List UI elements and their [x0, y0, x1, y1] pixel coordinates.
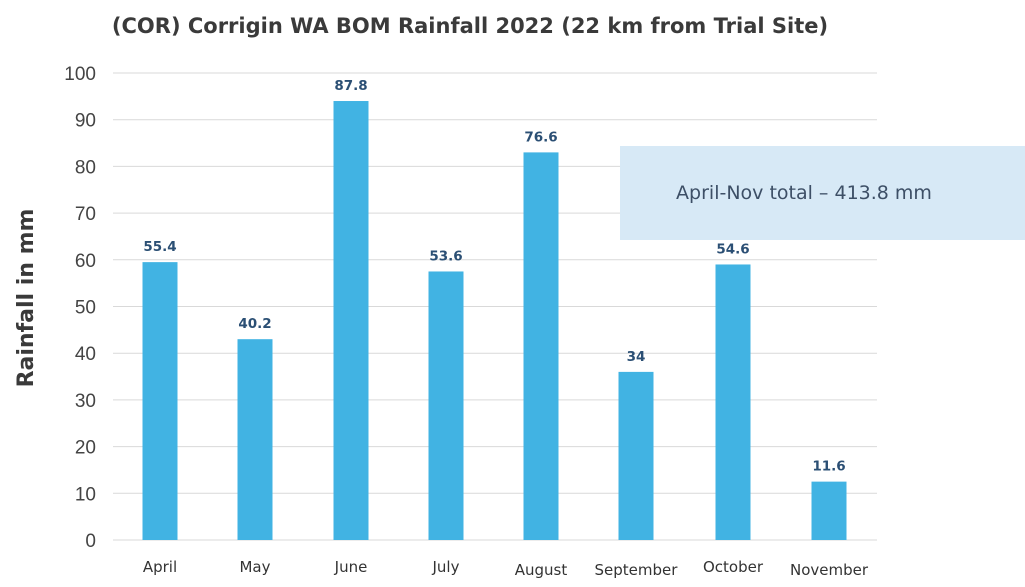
annotation-text: April-Nov total – 413.8 mm: [676, 182, 932, 204]
annotation-background: [620, 146, 1025, 240]
x-tick-label: November: [790, 561, 869, 579]
x-tick-label: April: [143, 558, 177, 576]
data-label: 54.6: [716, 241, 749, 257]
gridlines: [113, 72, 877, 541]
data-labels: 55.4 40.2 87.8 53.6 76.6 34 54.6 11.6: [143, 78, 845, 475]
x-tick-label: May: [239, 558, 270, 576]
chart-title: (COR) Corrigin WA BOM Rainfall 2022 (22 …: [112, 14, 828, 38]
bar: [428, 271, 464, 540]
data-label: 87.8: [334, 78, 367, 94]
bar: [237, 339, 273, 540]
bars: [142, 101, 847, 541]
x-tick-label: September: [595, 561, 679, 579]
x-tick-labels: April May June July August September October No…: [143, 558, 869, 579]
x-tick-label: June: [334, 558, 368, 576]
x-tick-label: July: [432, 558, 460, 576]
bar: [333, 101, 369, 541]
bar: [142, 262, 178, 540]
data-label: 55.4: [143, 239, 176, 255]
y-tick-label: 70: [75, 204, 96, 225]
annotation-box: April-Nov total – 413.8 mm: [620, 146, 1025, 240]
bar: [811, 481, 847, 540]
y-tick-label: 50: [75, 298, 96, 319]
data-label: 34: [627, 349, 646, 365]
bar: [618, 371, 654, 540]
x-tick-label: October: [703, 558, 764, 576]
y-tick-label: 40: [75, 344, 96, 365]
y-tick-label: 100: [64, 64, 96, 85]
y-tick-label: 80: [75, 157, 96, 178]
y-tick-label: 20: [75, 438, 96, 459]
x-tick-label: August: [515, 561, 568, 579]
data-label: 53.6: [429, 248, 462, 264]
bar: [715, 264, 751, 540]
y-axis-label: Rainfall in mm: [14, 209, 39, 388]
data-label: 76.6: [524, 129, 557, 145]
y-tick-label: 30: [75, 391, 96, 412]
y-tick-labels: 0 10 20 30 40 50 60 70 80 90 100: [64, 64, 96, 552]
bar: [523, 152, 559, 540]
y-tick-label: 60: [75, 251, 96, 272]
y-tick-label: 0: [85, 531, 96, 552]
y-tick-label: 90: [75, 111, 96, 132]
data-label: 40.2: [238, 316, 271, 332]
y-tick-label: 10: [75, 484, 96, 505]
data-label: 11.6: [812, 459, 845, 475]
